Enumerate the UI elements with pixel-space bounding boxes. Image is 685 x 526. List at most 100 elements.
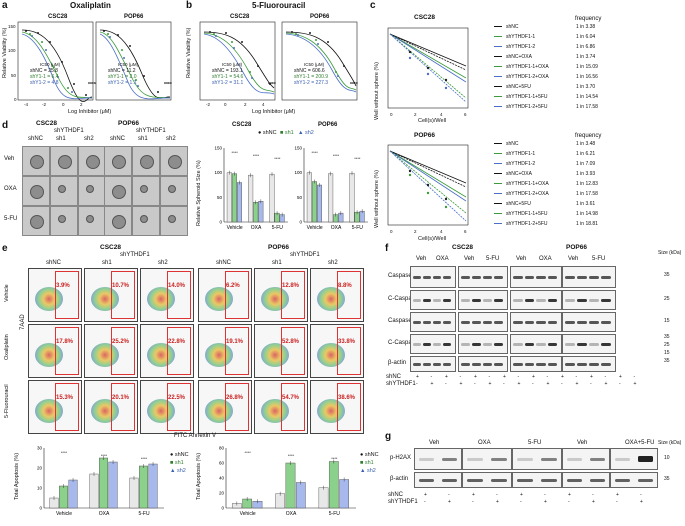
panel-e-gate-2-5 (337, 383, 361, 431)
panel-f-band-2-1-1 (472, 320, 481, 324)
panel-f-sign-top-8: + (532, 374, 535, 380)
panel-e-flow-plot-2-1: 20.1% (84, 380, 138, 434)
panel-e-gate-0-0 (55, 271, 79, 319)
panel-a-ytick-100: 100 (8, 48, 16, 53)
panel-d-spheroid-image-0-0-2 (78, 146, 106, 176)
panel-g-band-1-1-1 (491, 478, 507, 482)
panel-g-blot-1-3 (562, 472, 610, 488)
panel-f-band-0-0-3 (443, 275, 451, 279)
panel-f-blot-2-2 (510, 312, 562, 332)
panel-d-legend-sh1-label: sh1 (284, 130, 294, 136)
panel-f-sign-top-11: - (575, 374, 578, 380)
e-chart-2-bar-0-1-1 (285, 462, 296, 509)
panel-e-col-label-4: sh1 (272, 260, 282, 266)
panel-f-blot-0-1 (458, 266, 508, 288)
panel-f-band-3-1-2 (483, 342, 492, 346)
panel-e-gate-1-2 (167, 327, 191, 375)
panel-f-band-3-2-1 (524, 342, 534, 346)
panel-g-sign-bot-9: + (640, 499, 643, 505)
panel-a-title: Oxaliplatin (70, 1, 111, 10)
panel-f-sign-top-14: + (619, 374, 622, 380)
panel-f-band-3-0-3 (443, 342, 451, 346)
panel-d-legend-shnc: ● shNC (258, 130, 277, 136)
d-chart-sig-1-1: **** (333, 153, 340, 158)
e-chart-2-bar-0-2-1 (328, 461, 339, 509)
d-chart-ytick-0-0: 0 (219, 220, 222, 225)
panel-g-band-1-2-0 (517, 478, 533, 482)
panel-e-flow-plot-0-0: 3.9% (28, 268, 82, 322)
panel-c-xlabel-2: Cell(s)/Well (418, 236, 447, 242)
panel-g-blot-0-3 (562, 448, 610, 470)
panel-c-legend-label-0-2: shYTHDF1-2 (506, 44, 536, 50)
panel-e-gate-0-1 (111, 271, 135, 319)
panel-e-flow-cloud-0-1 (91, 287, 119, 311)
panel-label-g: g (385, 431, 392, 442)
panel-f-blot-3-3 (562, 334, 616, 354)
panel-e-flow-plot-1-3: 19.1% (198, 324, 252, 378)
panel-d-col-label-1-2: sh2 (166, 136, 176, 142)
panel-f-band-3-0-1 (423, 342, 431, 346)
panel-d-bar-chart: 0 50 100 150 Vehicle **** OXA **** 5-FU **** 0 50 10… (214, 146, 368, 231)
panel-c-legend-label-1-8: shYTHDF1-2+5FU (506, 221, 548, 227)
panel-f-band-1-1-1 (472, 298, 481, 302)
panel-f-band-3-1-1 (472, 342, 481, 346)
panel-b-plot-pop66 (281, 21, 358, 101)
panel-f-band-1-3-2 (589, 298, 599, 302)
panel-e-group-header-1: shYTHDF1 (120, 252, 150, 258)
panel-d-row-label-1: OXA (4, 186, 17, 192)
panel-e-cell-csc28: CSC28 (100, 244, 121, 251)
panel-b-legend-csc28-0: shNC = 193.1 (212, 68, 243, 74)
panel-f-sign-top-0: + (416, 374, 419, 380)
panel-a-sig-csc28: **** (88, 82, 96, 88)
panel-f-band-2-1-2 (483, 320, 492, 324)
panel-g-sign-top-4: + (520, 492, 523, 498)
e-chart-1-bar-0-0-1 (59, 485, 69, 509)
e-chart-2-bar-0-2-0 (318, 487, 329, 509)
panel-f-size-6: 35 (664, 358, 670, 364)
panel-f-sign-top-4: + (474, 374, 477, 380)
panel-g-blot-1-0 (414, 472, 462, 488)
panel-f-band-1-0-0 (413, 298, 421, 302)
panel-b-title: 5-Fluorouracil (252, 1, 306, 10)
panel-f-band-4-1-3 (494, 362, 503, 366)
panel-d-spheroid-1-0-0 (112, 155, 126, 169)
panel-e-quadrant-value-2-1: 20.1% (112, 395, 130, 401)
e-chart-2-sig-0-0: **** (245, 450, 252, 455)
panel-f-band-3-0-2 (433, 342, 441, 346)
panel-f-blot-1-2 (510, 290, 562, 310)
panel-c-xtick-0a: 0 (390, 112, 393, 117)
panel-d-col-label-1-0: shNC (110, 136, 126, 142)
panel-f-size-4: 25 (664, 342, 670, 348)
panel-g-treat-3: Veh (577, 440, 588, 446)
panel-c-legend-swatch-1-4 (494, 183, 502, 184)
panel-f-blot-1-1 (458, 290, 508, 310)
panel-f-band-1-3-0 (565, 298, 575, 302)
panel-e-bar-ylabel-1: Total Apoptosis (%) (14, 452, 20, 500)
panel-f-blot-4-3 (562, 356, 616, 372)
panel-e-gate-1-4 (281, 327, 305, 375)
panel-g-row-label-0: p-H2AX (390, 455, 412, 461)
panel-b-legend-pop66-2: shY1-2 = 227.3 (294, 80, 329, 86)
panel-f-sign-top-15: - (633, 374, 636, 380)
panel-f-band-0-1-3 (494, 275, 503, 279)
panel-e-quadrant-value-0-1: 10.7% (112, 283, 130, 289)
panel-e-legend2-sh2-label: sh2 (366, 468, 376, 474)
panel-f-cell-csc28: CSC28 (452, 244, 473, 251)
panel-e-gate-0-4 (281, 271, 305, 319)
panel-f-blot-1-3 (562, 290, 616, 310)
panel-f-blot-2-0 (410, 312, 456, 332)
panel-e-flow-plot-0-4: 12.8% (254, 268, 308, 322)
panel-f-band-4-0-1 (423, 362, 431, 366)
panel-d-spheroid-image-0-1-0 (22, 176, 50, 206)
panel-e-quadrant-value-1-3: 19.1% (226, 339, 244, 345)
d-chart-bar-1-0-2 (317, 184, 322, 223)
panel-g-sign-top-8: + (616, 492, 619, 498)
e-chart-1-xtick-0-2: 5-FU (138, 511, 150, 517)
d-chart-bar-0-1-2 (258, 201, 264, 223)
panel-f-band-4-0-0 (413, 362, 421, 366)
panel-c-freq-header-1: frequency (575, 16, 602, 22)
panel-g-sign-bot-7: + (592, 499, 595, 505)
panel-c-legend-label-1-1: shYTHDF1-1 (506, 151, 536, 157)
d-chart-sig-1-0: **** (312, 150, 319, 155)
panel-d-spheroid-0-0-2 (86, 155, 100, 169)
